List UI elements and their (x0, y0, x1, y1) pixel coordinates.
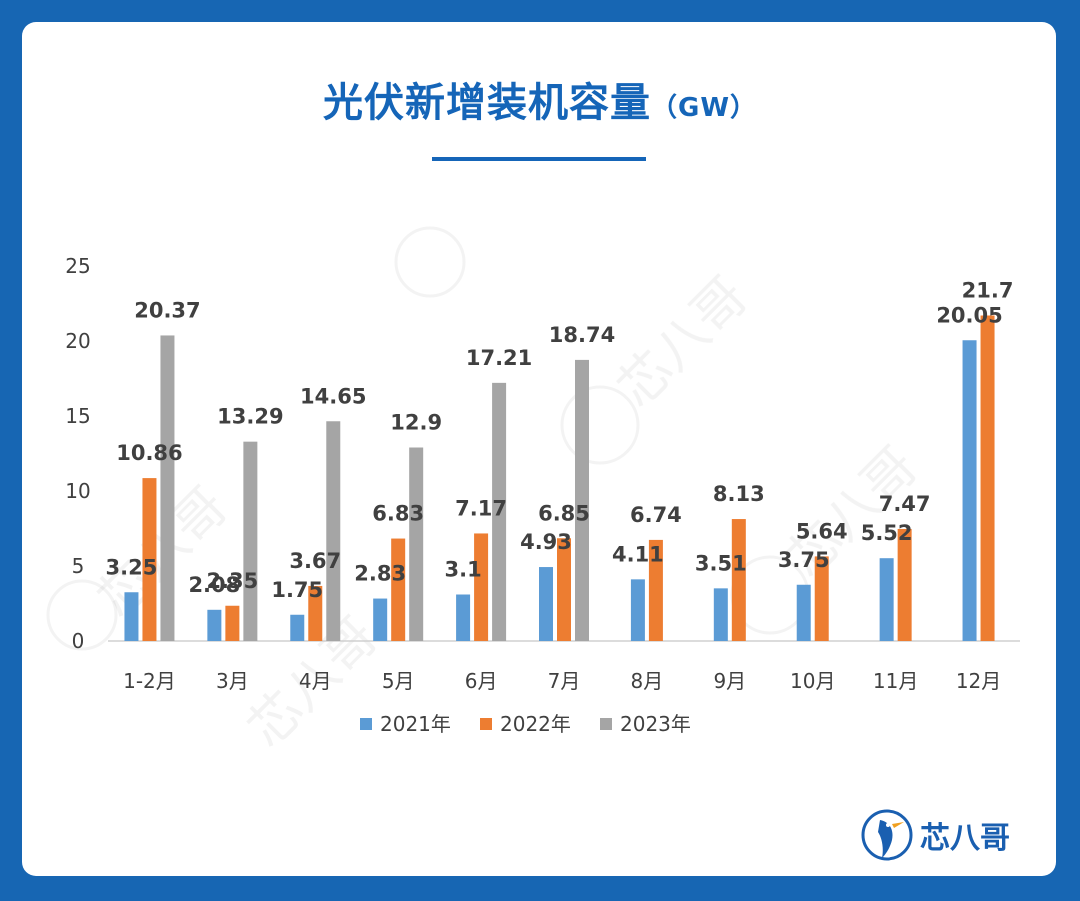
data-label: 14.65 (300, 384, 366, 408)
bar-2022年-6月 (474, 533, 489, 641)
title-underline (432, 157, 646, 161)
bar-2021年-5月 (373, 598, 388, 641)
bar-2021年-12月 (962, 340, 977, 641)
bar-2022年-12月 (980, 315, 995, 641)
category-label: 4月 (299, 669, 332, 693)
bar-2023年-6月 (492, 382, 507, 641)
bar-2021年-1-2月 (124, 592, 139, 641)
category-label: 7月 (548, 669, 581, 693)
category-label: 12月 (956, 669, 1001, 693)
y-tick-label: 15 (65, 404, 90, 428)
category-label: 8月 (631, 669, 664, 693)
bars-group (124, 315, 995, 641)
brand-name: 芯八哥 (920, 821, 1010, 856)
bar-2022年-4月 (308, 585, 323, 641)
data-label: 21.7 (962, 279, 1014, 303)
data-label: 12.9 (390, 411, 442, 435)
bar-2023年-7月 (575, 359, 589, 641)
y-tick-label: 10 (65, 479, 90, 503)
data-label: 5.64 (796, 519, 848, 543)
bar-2023年-1-2月 (160, 335, 175, 641)
chart-title: 光伏新增装机容量（GW） (0, 70, 1080, 128)
data-label: 7.47 (879, 492, 931, 516)
bar-2021年-3月 (207, 609, 222, 641)
legend-label: 2021年 (380, 712, 451, 736)
data-label: 3.67 (289, 549, 341, 573)
data-label: 3.75 (778, 548, 830, 572)
data-label: 1.75 (271, 578, 323, 602)
data-label: 6.85 (538, 501, 590, 525)
data-label: 20.37 (134, 298, 200, 322)
data-label: 2.35 (206, 569, 258, 593)
data-labels-group: 3.25 10.86 20.37 2.082.35 13.29 1.75 3.67 14.65… (106, 279, 1014, 602)
data-label: 4.93 (520, 530, 572, 554)
data-label: 13.29 (217, 405, 283, 429)
bar-2023年-4月 (326, 421, 341, 641)
bar-2021年-7月 (539, 567, 553, 641)
bar-2022年-5月 (391, 538, 406, 641)
bar-2022年-7月 (557, 538, 571, 641)
category-labels-group: 1-2月 3月 4月 5月 6月 7月 8月 9月 10月 11月 12月 (123, 669, 1001, 693)
content-card (22, 22, 1056, 876)
y-tick-label: 20 (65, 329, 90, 353)
legend-swatch (480, 718, 492, 730)
y-tick-label: 25 (65, 254, 90, 278)
data-label: 7.17 (455, 496, 507, 520)
bar-2021年-11月 (879, 558, 894, 641)
bar-2023年-3月 (243, 441, 258, 641)
data-label: 3.1 (444, 558, 481, 582)
bar-2021年-8月 (630, 579, 645, 641)
category-label: 10月 (790, 669, 835, 693)
category-label: 5月 (382, 669, 415, 693)
data-label: 20.05 (936, 303, 1002, 327)
bar-2022年-8月 (648, 539, 663, 641)
y-tick-label: 5 (72, 554, 85, 578)
data-label: 2.08 (188, 573, 240, 597)
bar-2021年-4月 (290, 614, 305, 641)
category-label: 11月 (873, 669, 918, 693)
bar-2022年-3月 (225, 605, 240, 641)
kingfisher-logo-icon (861, 809, 913, 861)
data-label: 18.74 (549, 323, 615, 347)
legend-swatch (360, 718, 372, 730)
title-text: 光伏新增装机容量 (322, 80, 651, 126)
data-label: 10.86 (116, 441, 182, 465)
data-label: 3.51 (695, 551, 747, 575)
bar-2022年-9月 (731, 519, 746, 641)
bar-2021年-9月 (713, 588, 728, 641)
category-label: 6月 (465, 669, 498, 693)
y-axis: 0 5 10 15 20 25 (65, 254, 90, 653)
legend-label: 2022年 (500, 712, 571, 736)
bar-2021年-6月 (456, 594, 471, 641)
bar-2023年-5月 (409, 447, 424, 641)
data-label: 5.52 (861, 521, 913, 545)
legend-label: 2023年 (620, 712, 691, 736)
data-label: 6.74 (630, 503, 682, 527)
bar-2021年-10月 (796, 584, 811, 641)
data-label: 4.11 (612, 542, 664, 566)
legend-swatch (600, 718, 612, 730)
data-label: 2.83 (354, 562, 406, 586)
brand-footer: 芯八哥 (860, 806, 1010, 864)
bar-2022年-1-2月 (142, 478, 157, 641)
y-tick-label: 0 (72, 629, 85, 653)
data-label: 17.21 (466, 346, 532, 370)
data-label: 3.25 (106, 555, 158, 579)
legend: 2021年 2022年 2023年 (360, 712, 691, 736)
bar-2022年-11月 (897, 528, 912, 641)
category-label: 1-2月 (123, 669, 176, 693)
title-unit: （GW） (650, 93, 758, 123)
data-label: 6.83 (372, 502, 424, 526)
category-label: 3月 (216, 669, 249, 693)
bar-2022年-10月 (814, 556, 829, 641)
category-label: 9月 (713, 669, 746, 693)
data-label: 8.13 (713, 482, 765, 506)
